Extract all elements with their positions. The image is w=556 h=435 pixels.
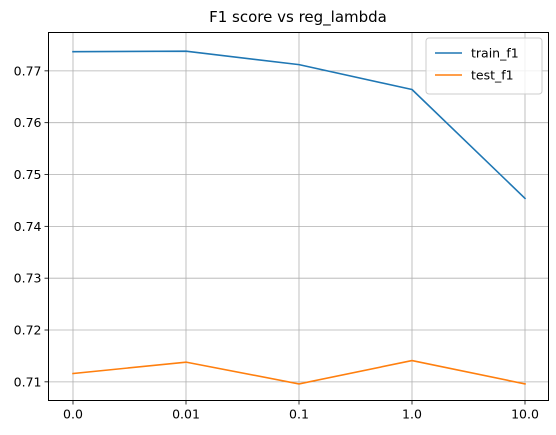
series-lines <box>72 50 527 385</box>
legend-label: train_f1 <box>471 46 519 61</box>
x-tick-label: 0.01 <box>172 407 200 422</box>
y-tick-label: 0.72 <box>14 323 42 338</box>
x-tick-label: 10.0 <box>511 407 539 422</box>
x-tick-label: 0.1 <box>289 407 309 422</box>
y-tick-label: 0.77 <box>14 63 42 78</box>
y-tick-label: 0.74 <box>14 219 42 234</box>
y-tick-label: 0.71 <box>14 374 42 389</box>
axes: 0.0 0.01 0.1 1.0 10.0 0.71 0.72 0.73 0.74 0.75 0.7… <box>14 63 539 421</box>
plot-frame <box>48 32 549 401</box>
chart-title: F1 score vs reg_lambda <box>209 8 387 27</box>
y-tick-label: 0.73 <box>14 271 42 286</box>
legend-box <box>425 37 543 95</box>
series-line-train-f1 <box>72 50 527 200</box>
legend: train_f1 test_f1 <box>425 37 543 95</box>
x-tick-label: 0.0 <box>63 407 83 422</box>
y-tick-label: 0.76 <box>14 115 42 130</box>
legend-label: test_f1 <box>471 68 514 83</box>
series-line-test-f1 <box>72 359 526 385</box>
x-tick-label: 1.0 <box>402 407 422 422</box>
grid <box>48 32 549 401</box>
y-tick-label: 0.75 <box>14 167 42 182</box>
